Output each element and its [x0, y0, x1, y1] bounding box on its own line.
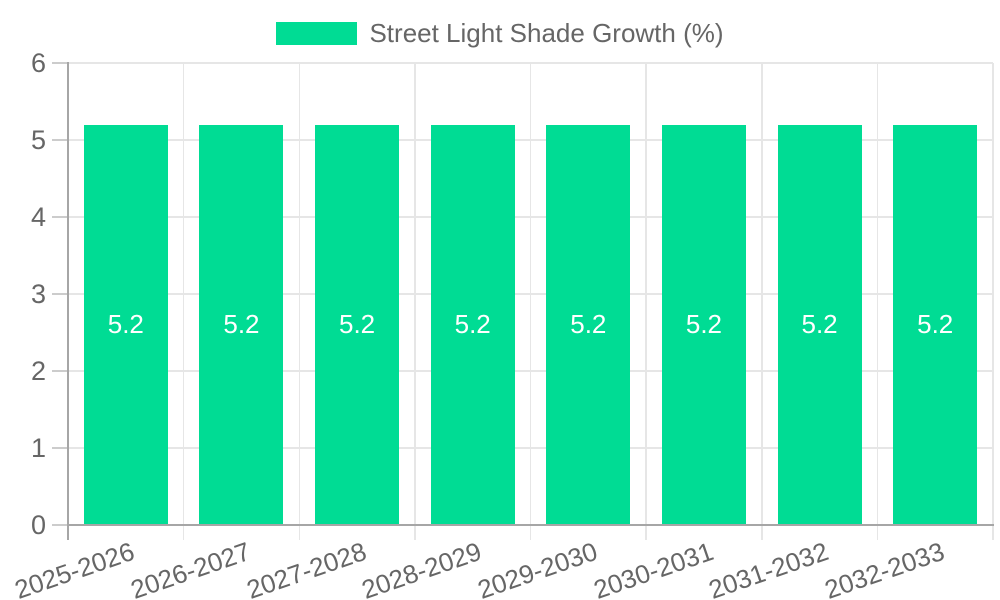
x-axis-label: 2030-2031 [589, 536, 717, 600]
x-gridline [645, 63, 647, 525]
x-gridline [414, 63, 416, 525]
legend-swatch [276, 22, 358, 45]
bar-value-label: 5.2 [917, 309, 954, 340]
bar-value-label: 5.2 [570, 309, 607, 340]
y-axis-tick [52, 370, 68, 372]
bar[interactable]: 5.2 [661, 124, 746, 525]
bar[interactable]: 5.2 [777, 124, 862, 525]
bar[interactable]: 5.2 [430, 124, 515, 525]
bar[interactable]: 5.2 [893, 124, 978, 525]
y-axis-label: 1 [30, 433, 46, 463]
x-axis-tick [645, 525, 647, 540]
y-axis-label: 6 [30, 48, 46, 78]
y-axis-line [67, 62, 69, 540]
legend-label: Street Light Shade Growth (%) [369, 18, 724, 48]
x-axis-tick [761, 525, 763, 540]
bar-value-label: 5.2 [685, 309, 723, 340]
legend[interactable]: Street Light Shade Growth (%) [0, 18, 1000, 49]
x-axis-label: 2032-2033 [820, 536, 948, 600]
y-axis-tick [52, 447, 68, 449]
y-axis-label: 0 [30, 510, 46, 540]
y-axis-label: 2 [30, 356, 46, 386]
bar[interactable]: 5.2 [83, 124, 168, 525]
y-axis-label: 3 [30, 279, 46, 309]
x-axis-tick [876, 525, 879, 540]
y-axis-tick [52, 216, 68, 218]
y-axis-tick [52, 62, 68, 64]
y-axis-label: 5 [30, 125, 46, 155]
x-gridline [182, 63, 185, 525]
bar-value-label: 5.2 [223, 309, 260, 340]
bar-value-label: 5.2 [338, 309, 376, 340]
x-axis-label: 2028-2029 [358, 536, 486, 600]
x-gridline [761, 63, 763, 525]
y-axis-tick [52, 139, 68, 141]
x-gridline [529, 63, 532, 525]
x-axis-tick [298, 525, 300, 540]
bar-value-label: 5.2 [454, 309, 491, 340]
x-axis-label: 2027-2028 [242, 536, 370, 600]
x-axis-label: 2026-2027 [126, 536, 255, 600]
bar[interactable]: 5.2 [546, 124, 631, 525]
x-axis-label: 2025-2026 [11, 536, 139, 600]
x-axis-tick [992, 525, 994, 540]
x-axis-tick [182, 525, 185, 540]
bar-value-label: 5.2 [801, 309, 838, 340]
x-gridline [298, 63, 300, 525]
y-axis-tick [52, 524, 68, 526]
bar[interactable]: 5.2 [199, 124, 284, 525]
x-axis-tick [414, 525, 416, 540]
x-gridline [992, 63, 994, 525]
y-axis-label: 4 [30, 202, 46, 232]
y-axis-tick [52, 293, 68, 295]
bar-value-label: 5.2 [107, 309, 144, 340]
x-axis-label: 2031-2032 [704, 536, 833, 600]
x-axis-label: 2029-2030 [473, 536, 602, 600]
x-axis-line [67, 524, 994, 526]
x-gridline [876, 63, 879, 525]
x-axis-tick [529, 525, 532, 540]
bar[interactable]: 5.2 [315, 124, 400, 525]
